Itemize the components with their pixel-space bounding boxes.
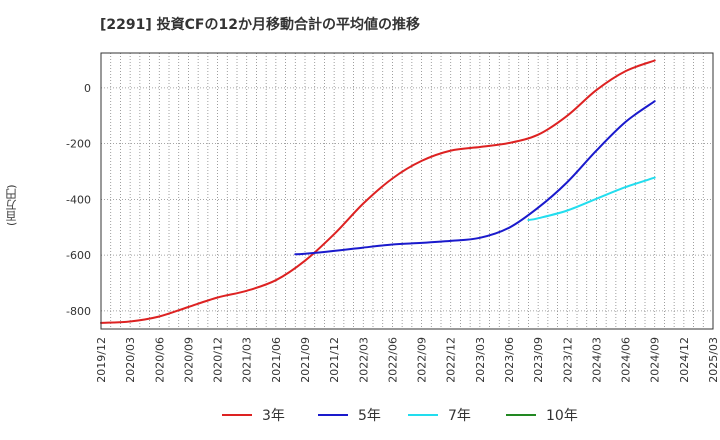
x-tick-label: 2021/09 — [299, 337, 312, 383]
legend-swatch — [408, 414, 438, 416]
x-tick-label: 2019/12 — [95, 337, 108, 383]
x-tick-label: 2020/09 — [182, 337, 195, 383]
y-tick-label: -400 — [66, 193, 91, 206]
x-tick-label: 2022/06 — [386, 337, 399, 383]
x-tick-label: 2024/12 — [678, 337, 691, 383]
legend: 3年 5年 7年 10年 — [0, 404, 720, 426]
series-line-5年 — [294, 100, 656, 256]
grid — [101, 53, 713, 329]
y-tick-label: -600 — [66, 249, 91, 262]
x-tick-label: 2022/12 — [445, 337, 458, 383]
legend-item: 7年 — [408, 404, 471, 426]
legend-label: 5年 — [358, 408, 381, 424]
series-line-7年 — [527, 176, 656, 221]
x-tick-label: 2025/03 — [707, 337, 720, 383]
series-lines — [100, 59, 656, 324]
x-tick-label: 2020/12 — [212, 337, 225, 383]
x-tick-label: 2024/06 — [620, 337, 633, 383]
legend-item: 3年 — [222, 404, 285, 426]
x-tick-label: 2020/06 — [153, 337, 166, 383]
y-tick-label: -800 — [66, 305, 91, 318]
legend-item: 5年 — [318, 404, 381, 426]
x-tick-label: 2021/12 — [328, 337, 341, 383]
x-tick-label: 2023/06 — [503, 337, 516, 383]
legend-label: 3年 — [262, 408, 285, 424]
legend-label: 10年 — [546, 408, 578, 424]
plot-frame — [100, 52, 714, 330]
x-tick-label: 2024/09 — [649, 337, 662, 383]
y-tick-label: 0 — [84, 82, 91, 95]
y-tick-label: -200 — [66, 138, 91, 151]
x-tick-label: 2023/03 — [474, 337, 487, 383]
x-tick-label: 2024/03 — [590, 337, 603, 383]
chart-title: [2291] 投資CFの12か月移動合計の平均値の推移 — [100, 17, 420, 33]
legend-swatch — [222, 414, 252, 416]
x-tick-label: 2023/09 — [532, 337, 545, 383]
x-tick-label: 2021/06 — [270, 337, 283, 383]
legend-swatch — [506, 414, 536, 416]
x-tick-label: 2022/03 — [357, 337, 370, 383]
legend-label: 7年 — [448, 408, 471, 424]
x-tick-label: 2020/03 — [124, 337, 137, 383]
x-tick-label: 2023/12 — [561, 337, 574, 383]
legend-item: 10年 — [506, 404, 578, 426]
x-tick-labels: 2019/12 2020/03 2020/06 2020/09 2020/12 2021/… — [95, 337, 720, 383]
x-tick-label: 2022/09 — [416, 337, 429, 383]
x-tick-label: 2021/03 — [241, 337, 254, 383]
legend-swatch — [318, 414, 348, 416]
series-line-3年 — [100, 59, 656, 324]
y-tick-labels: 0 -200 -400 -600 -800 — [66, 82, 91, 318]
